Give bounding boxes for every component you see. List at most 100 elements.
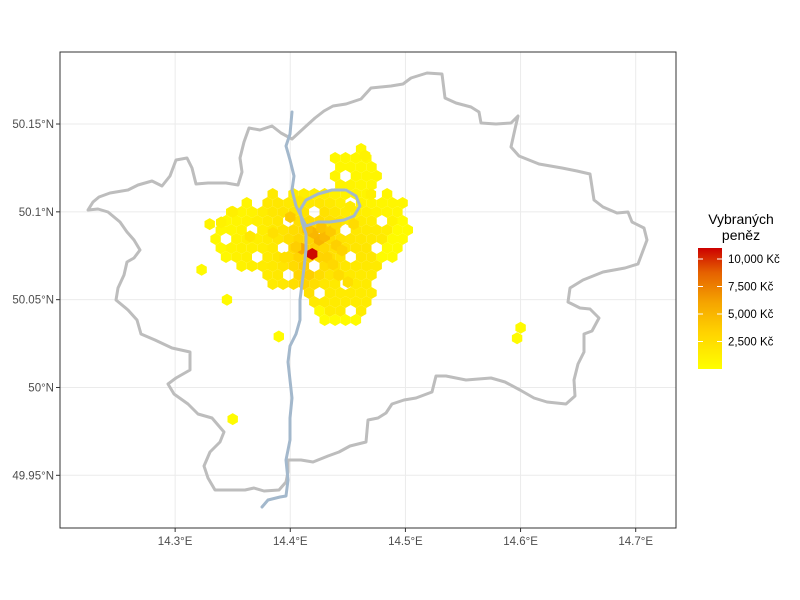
hexbin-cell <box>365 188 377 201</box>
hexbin-cell <box>290 241 302 253</box>
hexbin-cell <box>215 242 226 254</box>
hexbin-cell <box>227 205 238 218</box>
hexbin-cell <box>366 269 377 281</box>
hexbin-cell <box>285 211 296 224</box>
legend-label: 2,500 Kč <box>728 337 774 349</box>
hexbin-cell <box>340 152 351 164</box>
hexbin-cell <box>340 314 351 326</box>
hexbin-cell <box>329 314 341 326</box>
hexbin-cell <box>303 269 315 281</box>
hexbin-cell <box>267 188 278 200</box>
hexbin-cell <box>366 215 377 227</box>
hexbin-cell <box>196 263 207 276</box>
hexbin-cell <box>361 296 372 308</box>
hexbin-cell <box>277 278 289 290</box>
hexbin-cell <box>329 152 341 164</box>
hexbin-cell <box>335 197 346 209</box>
hexbin-cell <box>231 215 242 227</box>
hexbin-cell <box>397 215 408 227</box>
hexbin-cell <box>262 269 273 281</box>
hexbin-cell <box>511 332 523 345</box>
hexbin-cell <box>335 287 346 299</box>
y-tick-label: 50.1°N <box>19 207 54 219</box>
y-axis: 50.15°N 50.1°N 50.05°N 50°N 49.95°N <box>12 119 60 482</box>
hexbin-cell <box>236 206 247 218</box>
legend-title-line2: peněz <box>722 227 760 243</box>
hexbin-cell <box>241 251 252 263</box>
hexbin-cell <box>267 242 278 254</box>
hexbin-cell <box>227 413 238 426</box>
legend-ticks: 10,000 Kč 7,500 Kč 5,000 Kč 2,500 Kč <box>698 254 780 349</box>
legend-label: 10,000 Kč <box>728 254 780 266</box>
x-tick-label: 14.7°E <box>618 536 653 548</box>
y-tick-label: 50.15°N <box>12 119 54 131</box>
hexbin-cell <box>241 197 252 209</box>
hexbin-cell <box>236 224 247 236</box>
hexbin-cell <box>221 293 233 306</box>
hexbin-cell <box>376 233 388 245</box>
hexbin-cell <box>279 251 290 264</box>
hexbin-cell <box>345 179 356 191</box>
hexbin-cell <box>387 251 398 263</box>
hexbin-cell <box>381 188 393 200</box>
hexbin-cell <box>366 233 377 245</box>
hexbin-cell <box>277 260 289 272</box>
hexbin-cell <box>350 260 362 272</box>
hexbin-cell <box>342 276 353 289</box>
hexbin-cell <box>381 242 393 254</box>
y-tick-label: 50°N <box>28 382 54 394</box>
hexbin-cell <box>267 278 278 290</box>
hexbin-cell <box>335 179 346 191</box>
hexbin-cell <box>381 224 393 236</box>
hexbin-cell <box>231 251 242 263</box>
hexbin-cell <box>226 224 237 236</box>
hexbin-cell <box>359 149 371 162</box>
hexbin-cell <box>355 161 367 173</box>
hexbin-cell <box>348 218 359 231</box>
hexbin-cell <box>355 287 367 299</box>
hexbin-cell <box>392 206 403 218</box>
hexbin-cell <box>204 218 215 231</box>
hexbin-cell <box>267 260 278 272</box>
hexbin-cell <box>329 296 341 308</box>
hexbin-cell <box>309 296 320 308</box>
hexbin-cell <box>366 179 377 191</box>
x-axis: 14.3°E 14.4°E 14.5°E 14.6°E 14.7°E <box>158 528 653 548</box>
hexbin-cell <box>350 152 362 164</box>
hexbin-cell <box>340 260 351 272</box>
hexbin-cell <box>350 296 362 308</box>
x-tick-label: 14.6°E <box>503 536 538 548</box>
hexbin-cell <box>262 215 273 227</box>
hexbin-cell <box>324 287 336 299</box>
hexbin-cell <box>345 233 356 245</box>
hexbin-cell <box>350 278 362 290</box>
hexbin-cell <box>262 251 273 263</box>
hexbin-cell <box>246 260 258 272</box>
hexbin-cell <box>267 206 278 218</box>
hexbin-cell <box>515 321 526 334</box>
hexbin-cell <box>272 269 284 281</box>
city-boundary <box>86 71 649 493</box>
hexbin-cell <box>309 278 320 290</box>
hexbin-cell <box>267 226 279 239</box>
x-tick-label: 14.3°E <box>158 536 193 548</box>
hexbin-cell <box>319 242 330 254</box>
vltava-river <box>260 110 362 509</box>
hexbin-cell <box>316 221 327 234</box>
hexbin-cell <box>319 278 330 290</box>
hexbin-cell <box>257 206 268 218</box>
hexbin-cell <box>319 206 330 218</box>
hexbin-cell <box>350 314 362 326</box>
hexbin-cell <box>314 197 325 209</box>
hexbin-cell <box>324 269 336 281</box>
hexbin-cell <box>387 197 398 209</box>
legend-label: 5,000 Kč <box>728 309 774 321</box>
hexbin-cell <box>319 296 330 308</box>
hexbin-cell <box>303 287 315 299</box>
y-tick-label: 49.95°N <box>12 470 54 482</box>
hexbin-cell <box>361 260 372 272</box>
hexbin-cell <box>397 233 408 245</box>
hexbin-cell <box>257 260 268 272</box>
hexbin-cell <box>371 206 382 218</box>
hexbin-cell <box>273 330 284 343</box>
